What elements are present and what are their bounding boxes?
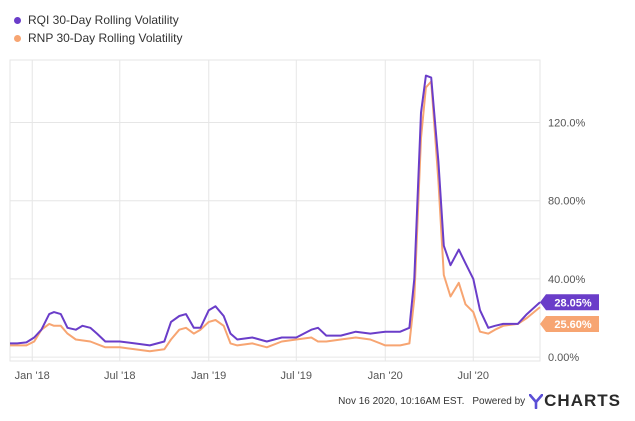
legend-label-rqi: RQI 30-Day Rolling Volatility bbox=[28, 13, 179, 27]
x-tick-label: Jul '19 bbox=[281, 370, 312, 382]
y-tick-label: 40.00% bbox=[548, 274, 586, 286]
x-tick-label: Jan '19 bbox=[191, 370, 226, 382]
y-tick-label: 80.00% bbox=[548, 196, 586, 208]
end-value-flag-bg bbox=[540, 294, 599, 311]
series-line-rnp bbox=[10, 80, 541, 353]
end-value-flag-rnp: 25.60% bbox=[540, 316, 599, 332]
plot-frame bbox=[9, 59, 541, 362]
ycharts-logo-icon bbox=[529, 393, 544, 409]
y-tick-label: 0.00% bbox=[548, 352, 579, 364]
chart-legend: RQI 30-Day Rolling Volatility RNP 30-Day… bbox=[14, 11, 183, 47]
legend-item-rqi[interactable]: RQI 30-Day Rolling Volatility bbox=[14, 11, 183, 29]
end-value-label: 28.05% bbox=[554, 297, 592, 309]
chart-footer: Nov 16 2020, 10:16AM EST. Powered by CHA… bbox=[338, 391, 621, 411]
legend-swatch-rnp bbox=[14, 34, 21, 42]
x-tick-label: Jul '20 bbox=[458, 370, 489, 382]
series-line-rqi bbox=[10, 74, 541, 347]
ycharts-logo[interactable]: CHARTS bbox=[529, 391, 621, 411]
y-tick-label: 120.0% bbox=[548, 118, 586, 130]
legend-swatch-rqi bbox=[14, 16, 21, 24]
end-value-label: 25.60% bbox=[554, 319, 592, 331]
chart-timestamp: Nov 16 2020, 10:16AM EST. bbox=[338, 395, 465, 407]
legend-label-rnp: RNP 30-Day Rolling Volatility bbox=[28, 31, 183, 45]
ycharts-logo-text: CHARTS bbox=[544, 391, 621, 410]
x-tick-label: Jan '18 bbox=[15, 370, 50, 382]
legend-item-rnp[interactable]: RNP 30-Day Rolling Volatility bbox=[14, 29, 183, 47]
x-tick-label: Jan '20 bbox=[368, 370, 403, 382]
end-value-flag-rqi: 28.05% bbox=[540, 294, 599, 311]
end-value-flag-bg bbox=[540, 316, 599, 332]
powered-by-label: Powered by bbox=[472, 395, 526, 407]
x-tick-label: Jul '18 bbox=[104, 370, 135, 382]
